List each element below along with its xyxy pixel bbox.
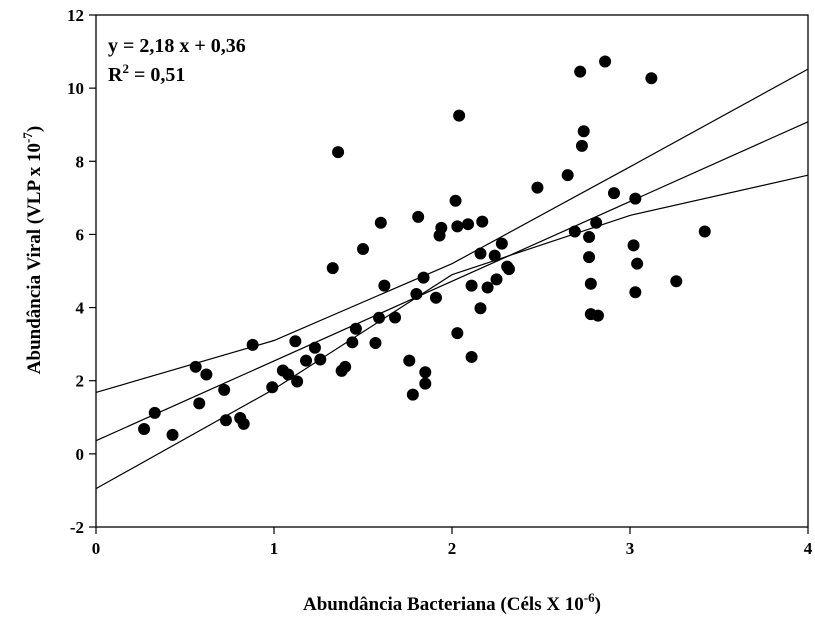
- data-point: [488, 249, 501, 262]
- data-point: [574, 65, 587, 78]
- data-point: [193, 397, 206, 410]
- data-point: [645, 72, 658, 85]
- data-point: [148, 406, 161, 419]
- x-tick-label: 1: [270, 539, 279, 558]
- data-point: [698, 225, 711, 238]
- regression-line: [95, 121, 809, 442]
- data-point: [419, 366, 432, 379]
- data-point: [410, 288, 423, 301]
- data-point: [568, 225, 581, 238]
- y-tick-label: 0: [76, 445, 85, 464]
- data-point: [369, 337, 382, 350]
- data-point: [332, 146, 345, 159]
- y-tick-label: -2: [70, 518, 84, 537]
- y-tick-label: 2: [76, 372, 85, 391]
- data-point: [465, 350, 478, 363]
- data-point: [474, 302, 487, 315]
- data-point: [451, 327, 464, 340]
- data-point: [583, 230, 596, 243]
- data-point: [476, 215, 489, 228]
- confidence-band-lower: [95, 174, 809, 490]
- data-point: [561, 169, 574, 182]
- data-point: [189, 360, 202, 373]
- data-point: [326, 262, 339, 275]
- data-point: [406, 388, 419, 401]
- x-tick-label: 3: [626, 539, 635, 558]
- y-tick-label: 10: [67, 79, 84, 98]
- data-point: [629, 286, 642, 299]
- data-point: [300, 354, 313, 367]
- data-point: [417, 271, 430, 284]
- data-point: [138, 422, 151, 435]
- data-point: [373, 311, 386, 324]
- data-point: [531, 181, 544, 194]
- data-point: [266, 381, 279, 394]
- data-point: [357, 243, 369, 256]
- data-point: [419, 377, 432, 390]
- data-point: [607, 187, 620, 200]
- x-tick-label: 2: [448, 539, 457, 558]
- equation-label: y = 2,18 x + 0,36: [108, 35, 246, 57]
- data-point: [200, 368, 213, 381]
- data-point: [577, 125, 590, 138]
- data-point: [465, 279, 478, 292]
- data-point: [378, 279, 391, 292]
- data-point: [429, 291, 442, 304]
- data-point: [490, 273, 503, 286]
- data-point: [670, 275, 683, 288]
- data-point: [451, 220, 464, 233]
- regression-annotation: y = 2,18 x + 0,36 R2 = 0,51: [108, 35, 246, 86]
- y-tick-label: 8: [76, 152, 85, 171]
- data-point: [575, 139, 588, 152]
- data-point: [599, 55, 612, 68]
- data-point: [481, 281, 494, 294]
- data-point: [237, 417, 250, 430]
- data-point: [591, 309, 604, 322]
- data-point: [282, 368, 295, 381]
- data-point: [339, 360, 352, 373]
- data-point: [166, 428, 179, 441]
- data-point: [502, 263, 515, 276]
- data-point: [629, 192, 642, 205]
- data-point: [308, 341, 321, 354]
- data-point: [289, 335, 302, 348]
- data-point: [631, 257, 644, 270]
- data-point: [412, 210, 425, 223]
- data-point: [246, 338, 259, 351]
- data-point: [374, 216, 387, 229]
- data-point: [389, 311, 402, 324]
- data-point: [346, 336, 359, 349]
- y-tick-label: 4: [76, 299, 85, 318]
- data-point: [219, 414, 232, 427]
- y-axis-label: Abundância Viral (VLP x 10-7): [20, 126, 45, 374]
- x-tick-label: 4: [804, 539, 813, 558]
- data-point: [495, 237, 508, 250]
- plot-frame: [95, 14, 809, 528]
- data-point: [583, 251, 596, 264]
- data-point: [291, 375, 304, 388]
- data-point: [218, 383, 231, 396]
- x-tick-label: 0: [92, 539, 101, 558]
- r-squared-label: R2 = 0,51: [108, 61, 185, 86]
- data-point: [474, 247, 487, 260]
- y-tick-label: 6: [76, 225, 85, 244]
- data-point: [462, 218, 475, 231]
- svg-text:Abundância Viral (VLP x 10-7): Abundância Viral (VLP x 10-7): [20, 126, 45, 374]
- svg-text:Abundância Bacteriana (Céls X: Abundância Bacteriana (Céls X 10-6): [303, 590, 601, 615]
- data-point: [403, 354, 416, 367]
- data-point: [584, 277, 597, 290]
- data-point: [435, 221, 448, 234]
- y-tick-label: 12: [67, 6, 84, 25]
- data-point: [349, 322, 362, 335]
- x-axis-label: Abundância Bacteriana (Céls X 10-6): [303, 590, 601, 615]
- data-point: [314, 353, 327, 366]
- data-point: [627, 239, 640, 252]
- data-point: [449, 194, 462, 207]
- data-point: [590, 216, 603, 229]
- confidence-band-upper: [95, 68, 809, 393]
- data-point: [453, 109, 466, 122]
